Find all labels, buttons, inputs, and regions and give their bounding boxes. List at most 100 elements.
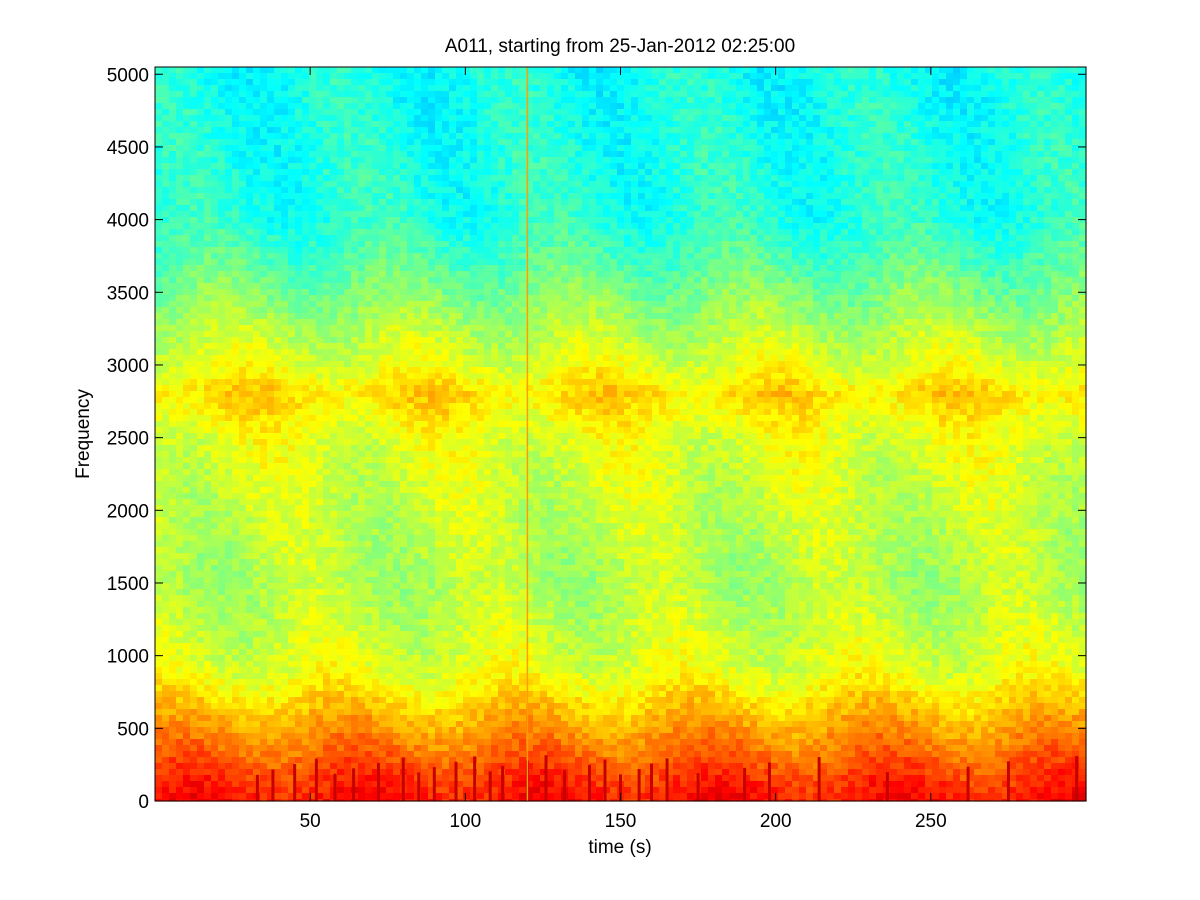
heatmap-cell (449, 157, 457, 164)
heatmap-cell (498, 187, 506, 194)
heatmap-cell (358, 217, 366, 224)
heatmap-cell (708, 223, 716, 230)
heatmap-cell (925, 91, 933, 98)
heatmap-cell (820, 97, 828, 104)
heatmap-cell (421, 121, 429, 128)
heatmap-cell (603, 283, 611, 290)
heatmap-cell (232, 73, 240, 80)
heatmap-cell (673, 205, 681, 212)
heatmap-cell (1065, 97, 1073, 104)
heatmap-cell (463, 199, 471, 206)
heatmap-cell (351, 73, 359, 80)
heatmap-cell (932, 271, 940, 278)
heatmap-cell (190, 115, 198, 122)
heatmap-cell (729, 121, 737, 128)
heatmap-cell (911, 199, 919, 206)
heatmap-cell (372, 157, 380, 164)
heatmap-cell (813, 169, 821, 176)
heatmap-cell (617, 205, 625, 212)
heatmap-cell (911, 109, 919, 116)
heatmap-cell (785, 97, 793, 104)
heatmap-cell (750, 259, 758, 266)
heatmap-cell (239, 115, 247, 122)
heatmap-cell (610, 247, 618, 254)
heatmap-cell (855, 223, 863, 230)
heatmap-cell (491, 229, 499, 236)
heatmap-cell (316, 271, 324, 278)
heatmap-cell (918, 73, 926, 80)
heatmap-cell (603, 229, 611, 236)
heatmap-cell (883, 211, 891, 218)
heatmap-cell (162, 277, 170, 284)
heatmap-cell (659, 115, 667, 122)
heatmap-cell (1044, 241, 1052, 248)
heatmap-cell (932, 91, 940, 98)
heatmap-cell (330, 253, 338, 260)
heatmap-cell (1016, 283, 1024, 290)
heatmap-cell (568, 139, 576, 146)
heatmap-cell (253, 163, 261, 170)
heatmap-cell (876, 67, 884, 74)
heatmap-cell (862, 79, 870, 86)
heatmap-cell (1002, 217, 1010, 224)
heatmap-cell (358, 157, 366, 164)
heatmap-cell (974, 265, 982, 272)
heatmap-cell (624, 67, 632, 74)
heatmap-cell (610, 205, 618, 212)
heatmap-cell (722, 79, 730, 86)
heatmap-cell (155, 139, 163, 146)
heatmap-cell (456, 145, 464, 152)
heatmap-cell (183, 67, 191, 74)
heatmap-cell (183, 163, 191, 170)
heatmap-cell (1023, 187, 1031, 194)
heatmap-cell (820, 157, 828, 164)
heatmap-cell (1079, 187, 1087, 194)
heatmap-cell (449, 85, 457, 92)
heatmap-cell (225, 193, 233, 200)
heatmap-cell (603, 259, 611, 266)
heatmap-cell (414, 283, 422, 290)
heatmap-cell (890, 247, 898, 254)
heatmap-cell (757, 193, 765, 200)
heatmap-cell (722, 127, 730, 134)
heatmap-cell (302, 193, 310, 200)
heatmap-cell (736, 259, 744, 266)
heatmap-cell (722, 199, 730, 206)
heatmap-cell (428, 211, 436, 218)
heatmap-cell (309, 103, 317, 110)
heatmap-cell (477, 187, 485, 194)
heatmap-cell (722, 85, 730, 92)
heatmap-cell (603, 139, 611, 146)
heatmap-cell (862, 175, 870, 182)
heatmap-cell (1023, 199, 1031, 206)
heatmap-cell (421, 235, 429, 242)
heatmap-cell (274, 91, 282, 98)
heatmap-cell (379, 193, 387, 200)
heatmap-cell (253, 289, 261, 296)
heatmap-cell (372, 277, 380, 284)
heatmap-cell (946, 73, 954, 80)
heatmap-cell (568, 157, 576, 164)
heatmap-cell (393, 199, 401, 206)
heatmap-cell (981, 85, 989, 92)
heatmap-cell (1065, 73, 1073, 80)
heatmap-cell (792, 109, 800, 116)
heatmap-cell (519, 223, 527, 230)
heatmap-cell (827, 115, 835, 122)
heatmap-cell (491, 121, 499, 128)
heatmap-cell (442, 103, 450, 110)
heatmap-cell (743, 133, 751, 140)
heatmap-cell (939, 109, 947, 116)
heatmap-cell (491, 79, 499, 86)
heatmap-cell (197, 121, 205, 128)
heatmap-cell (596, 145, 604, 152)
heatmap-cell (379, 103, 387, 110)
heatmap-cell (323, 67, 331, 74)
heatmap-cell (288, 277, 296, 284)
heatmap-cell (568, 235, 576, 242)
heatmap-cell (960, 67, 968, 74)
heatmap-cell (232, 235, 240, 242)
heatmap-cell (225, 253, 233, 260)
heatmap-cell (1051, 103, 1059, 110)
heatmap-cell (953, 151, 961, 158)
